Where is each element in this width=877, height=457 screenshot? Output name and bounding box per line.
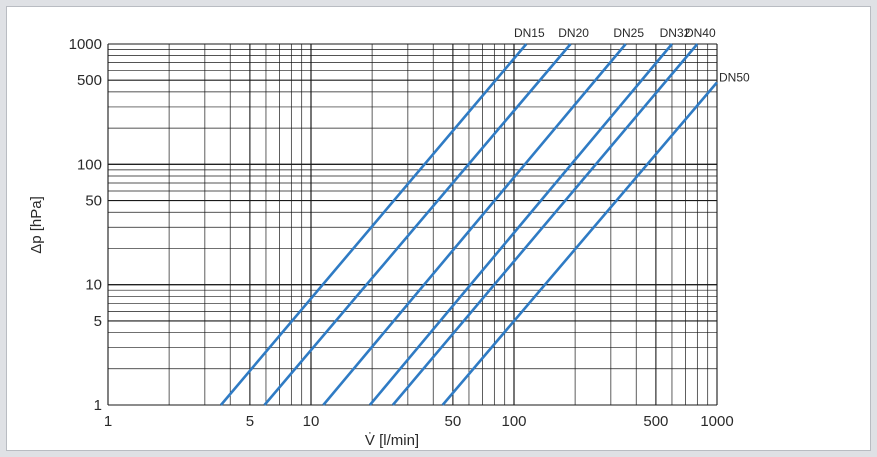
y-tick-label: 1000 [69,36,102,53]
series-line-dn20 [263,43,572,406]
grid-minor [108,44,717,405]
y-tick-label: 500 [77,72,102,89]
series-label-dn40: DN40 [685,26,716,40]
tick-labels: 1 5 10 50 100 500 1000 1 5 10 50 100 500 1000 [69,36,734,430]
series-label-dn20: DN20 [558,26,589,40]
x-tick-label: 5 [246,413,254,430]
x-tick-label: 1000 [700,413,733,430]
series-line-dn25 [322,43,627,406]
x-tick-label: 1 [104,413,112,430]
series-line-dn40 [391,43,699,406]
series-label-dn50: DN50 [719,70,750,84]
series-lines [219,43,718,406]
y-tick-label: 1 [94,397,102,414]
series-label-dn15: DN15 [514,26,545,40]
y-tick-label: 10 [85,277,102,294]
x-tick-label: 50 [445,413,462,430]
pressure-drop-chart: 1 5 10 50 100 500 1000 1 5 10 50 100 500 1000 DN15 DN2… [28,26,750,449]
x-axis-title: V̇ [l/min] [365,432,419,449]
chart-panel: 1 5 10 50 100 500 1000 1 5 10 50 100 500 1000 DN15 DN2… [6,6,871,451]
series-line-dn32 [368,43,673,406]
y-axis-title: Δp [hPa] [28,196,45,254]
series-line-dn15 [219,43,528,406]
y-tick-label: 50 [85,193,102,210]
x-tick-label: 100 [501,413,526,430]
series-line-dn50 [441,81,718,406]
grid-major [107,43,718,406]
x-tick-label: 500 [643,413,668,430]
y-tick-label: 5 [94,313,102,330]
series-label-dn25: DN25 [613,26,644,40]
y-tick-label: 100 [77,156,102,173]
x-tick-label: 10 [303,413,320,430]
series-label-dn32: DN32 [660,26,691,40]
